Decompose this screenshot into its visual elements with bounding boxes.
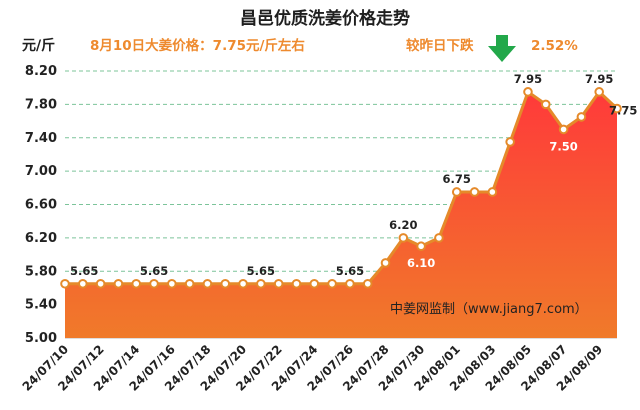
watermark-text: 中姜网监制（www.jiang7.com） — [390, 302, 588, 317]
data-label: 7.50 — [549, 139, 577, 153]
data-label: 6.75 — [443, 172, 471, 186]
chart-title: 昌邑优质洗姜价格走势 — [240, 8, 410, 29]
series-area — [65, 91, 617, 339]
change-annotation: 较昨日下跌 — [406, 37, 474, 54]
data-label: 7.95 — [514, 72, 542, 86]
y-tick-label: 5.80 — [25, 264, 57, 279]
data-label: 7.75 — [609, 104, 637, 118]
data-point — [184, 278, 195, 289]
data-point — [220, 278, 231, 289]
data-label: 6.20 — [389, 218, 417, 232]
y-tick-label: 5.00 — [25, 331, 57, 346]
y-tick-label: 6.60 — [25, 198, 57, 213]
y-axis-unit: 元/斤 — [22, 37, 55, 54]
data-point — [451, 187, 462, 197]
data-point — [558, 124, 569, 135]
data-point — [327, 278, 337, 289]
data-point — [273, 278, 284, 289]
data-point — [113, 278, 124, 289]
data-point — [505, 137, 515, 147]
data-point — [612, 103, 622, 114]
y-tick-label: 7.80 — [25, 97, 57, 112]
y-tick-label: 7.40 — [25, 131, 57, 146]
data-point — [95, 278, 106, 289]
data-label: 5.65 — [70, 264, 98, 278]
y-tick-label: 7.00 — [25, 164, 57, 179]
data-point — [345, 278, 355, 289]
data-label: 5.65 — [247, 264, 275, 278]
data-label: 7.95 — [585, 72, 613, 86]
data-point — [594, 87, 604, 97]
data-point — [202, 278, 213, 289]
data-point — [380, 258, 391, 268]
data-point — [540, 99, 551, 110]
y-tick-label: 6.20 — [25, 231, 57, 246]
data-label: 5.65 — [140, 264, 168, 278]
data-point — [131, 278, 142, 289]
price-annotation: 8月10日大姜价格：7.75元/斤左右 — [90, 37, 305, 54]
data-point — [434, 233, 444, 243]
data-point — [60, 278, 70, 289]
data-label: 6.10 — [407, 256, 435, 270]
data-point — [487, 187, 498, 197]
data-point — [291, 278, 302, 289]
data-point — [149, 278, 159, 289]
data-point — [576, 112, 587, 122]
data-point — [523, 87, 533, 97]
data-point — [256, 278, 266, 289]
data-point — [398, 233, 409, 243]
change-percent: 2.52% — [531, 38, 578, 54]
data-point — [469, 187, 480, 197]
down-arrow-icon — [488, 35, 516, 62]
data-point — [167, 278, 177, 289]
data-point — [362, 278, 373, 289]
y-tick-label: 5.40 — [25, 298, 57, 313]
data-point — [416, 241, 426, 252]
data-point — [238, 278, 248, 289]
y-tick-label: 8.20 — [25, 64, 57, 79]
data-point — [78, 278, 88, 289]
data-label: 5.65 — [336, 264, 364, 278]
data-point — [309, 278, 320, 289]
